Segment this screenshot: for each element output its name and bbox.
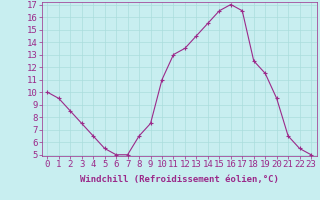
X-axis label: Windchill (Refroidissement éolien,°C): Windchill (Refroidissement éolien,°C) xyxy=(80,175,279,184)
